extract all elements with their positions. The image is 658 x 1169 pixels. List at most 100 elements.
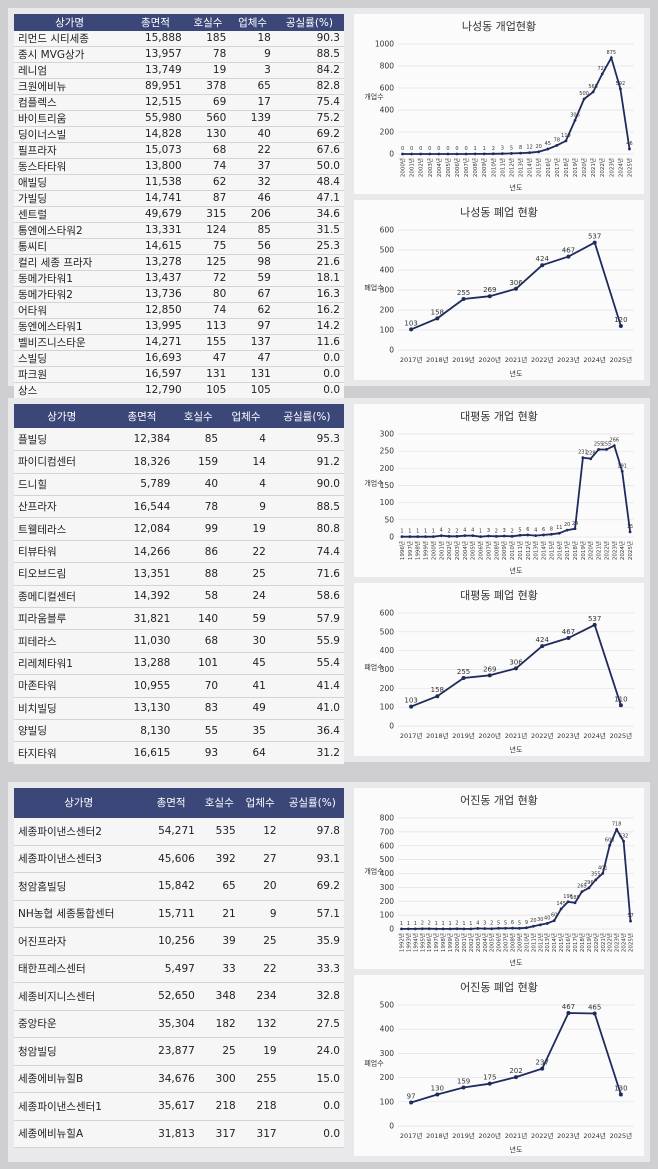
x-tick-label: 2016년 [555, 541, 563, 560]
table-row: 양빌딩 8,130 55 35 36.4 [14, 719, 344, 743]
table-cell: 54,271 [143, 817, 199, 846]
data-point [566, 900, 570, 904]
y-tick-label: 0 [389, 533, 394, 542]
table-row: 비치빌딩 13,130 83 49 41.0 [14, 697, 344, 720]
table-row: NH농협 세종통합센터 15,711 21 9 57.1 [14, 900, 344, 928]
table-cell: 9 [239, 900, 281, 928]
table-cell: 41.0 [269, 697, 344, 720]
table-cell: 105 [230, 382, 275, 399]
table-cell: 세종파이낸스센터2 [14, 817, 144, 846]
table-cell: 0.0 [274, 350, 344, 367]
data-label: 97 [407, 1093, 416, 1101]
data-point [408, 535, 412, 539]
data-label: 8 [550, 526, 553, 532]
x-tick-label: 2002년 [417, 158, 425, 177]
data-point [540, 263, 545, 268]
data-point [490, 927, 494, 931]
table-cell: 74.4 [269, 540, 344, 564]
table-cell: 59 [230, 270, 275, 287]
data-point [428, 152, 432, 156]
x-axis-label: 년도 [510, 745, 523, 754]
section: 상가명 총면적 호실수 업체수 공실률(%) 플빌딩 12,384 85 4 95.3 파이디컴센터… [8, 398, 650, 765]
x-tick-label: 2003년 [474, 933, 482, 952]
x-axis-label: 년도 [510, 183, 523, 192]
table-cell: 비치빌딩 [14, 697, 110, 720]
table-cell: 종시 MVG상가 [14, 46, 126, 63]
table-cell: 90.0 [269, 473, 344, 497]
table-cell: 47 [230, 350, 275, 367]
table-cell: 315 [185, 206, 231, 223]
data-label: 1 [462, 921, 465, 927]
x-tick-label: 2022년 [531, 355, 554, 364]
data-label: 196 [563, 894, 573, 900]
data-point [573, 901, 577, 905]
x-tick-label: 2024년 [620, 933, 628, 952]
table-cell: 131 [230, 366, 275, 383]
x-tick-label: 2011년 [498, 158, 506, 177]
data-label: 1 [474, 146, 477, 152]
data-label: 3 [501, 146, 504, 152]
table-cell: 130 [185, 126, 231, 143]
table-cell: 12,384 [109, 428, 175, 452]
data-point [461, 297, 466, 301]
x-tick-label: 2018년 [426, 731, 449, 740]
data-label: 255 [457, 289, 470, 297]
y-tick-label: 100 [380, 326, 395, 335]
table-row: 필프라자 15,073 68 22 67.6 [14, 142, 344, 159]
x-tick-label: 2023년 [557, 1131, 580, 1140]
data-label: 45 [545, 141, 551, 147]
table-row: 피라움블루 31,821 140 59 57.9 [14, 607, 344, 631]
x-tick-label: 2017년 [400, 1131, 423, 1140]
data-label: 0 [455, 146, 458, 152]
x-tick-label: 1996년 [398, 541, 406, 560]
y-tick-label: 100 [380, 703, 395, 712]
chart-title: 나성동 폐업 현황 [460, 206, 538, 219]
table-cell: 41.4 [269, 674, 344, 698]
table-cell: 35,617 [143, 1092, 199, 1121]
table-cell: 69.2 [280, 872, 344, 901]
y-axis-label: 폐업수 [364, 1059, 384, 1068]
table-cell: 센트럴 [14, 206, 126, 223]
table-cell: 31.2 [269, 741, 344, 765]
x-tick-label: 2003년 [453, 541, 461, 560]
table-cell: 0.0 [280, 1120, 344, 1148]
data-point [416, 535, 420, 539]
table-cell: 33.3 [280, 955, 344, 983]
table-cell: 48.4 [274, 174, 344, 191]
x-tick-label: 2020년 [479, 355, 502, 364]
table-cell: 통엔에스타워2 [14, 222, 126, 239]
table-cell: 31.5 [274, 222, 344, 239]
table-cell: 41 [222, 674, 270, 698]
table-row: 통엔에스타워2 13,331 124 85 31.5 [14, 222, 344, 239]
header-cell: 호실수 [185, 14, 231, 31]
y-tick-label: 700 [380, 827, 395, 836]
data-label: 5 [518, 527, 521, 533]
x-tick-label: 2017년 [563, 541, 571, 560]
data-point [592, 622, 597, 627]
table-row: 컬리 세종 프라자 13,278 125 98 21.6 [14, 254, 344, 271]
data-point [566, 636, 571, 641]
table-cell: 14.2 [274, 318, 344, 335]
data-point [471, 534, 475, 538]
table-cell: 55.4 [269, 652, 344, 676]
table-cell: 35,304 [143, 1010, 199, 1038]
data-point [487, 294, 492, 299]
data-label: 191 [617, 463, 627, 469]
data-point [461, 1085, 466, 1090]
x-tick-label: 2015년 [557, 933, 565, 952]
x-tick-label: 2021년 [589, 158, 597, 177]
table-cell: 80.8 [269, 517, 344, 541]
data-point [545, 922, 549, 925]
x-tick-label: 2023년 [557, 731, 580, 740]
data-point [407, 927, 410, 931]
table-cell: 13,278 [125, 254, 186, 271]
table-cell: 20 [239, 872, 281, 901]
x-tick-label: 2012년 [524, 541, 532, 560]
x-tick-label: 2013년 [517, 158, 525, 177]
data-point [511, 926, 514, 930]
x-tick-label: 2022년 [531, 1131, 554, 1140]
table-cell: 11,030 [109, 629, 175, 653]
table-row: 중앙타운 35,304 182 132 27.5 [14, 1010, 344, 1038]
table-cell: 58 [174, 585, 223, 609]
data-label: 727 [597, 66, 607, 72]
